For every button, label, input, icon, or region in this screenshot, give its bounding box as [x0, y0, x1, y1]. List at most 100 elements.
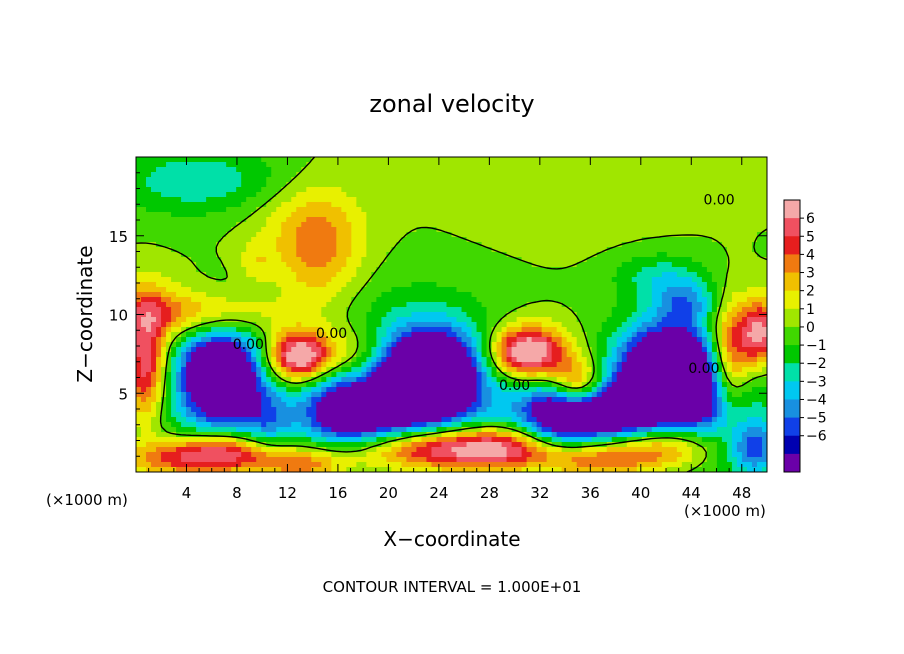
heatmap-cell: [551, 332, 558, 338]
heatmap-cell: [596, 347, 603, 353]
heatmap-cell: [606, 162, 613, 168]
heatmap-cell: [466, 232, 473, 238]
heatmap-cell: [266, 312, 272, 318]
heatmap-cell: [431, 187, 438, 193]
heatmap-cell: [486, 277, 493, 283]
heatmap-cell: [731, 197, 738, 203]
heatmap-cell: [761, 282, 767, 288]
heatmap-cell: [626, 347, 633, 353]
heatmap-cell: [651, 287, 658, 293]
heatmap-cell: [341, 207, 347, 213]
heatmap-cell: [456, 342, 463, 348]
heatmap-cell: [736, 172, 743, 178]
heatmap-cell: [551, 347, 558, 353]
heatmap-cell: [291, 312, 297, 318]
heatmap-cell: [616, 337, 623, 343]
heatmap-cell: [136, 247, 142, 253]
heatmap-cell: [311, 322, 317, 328]
heatmap-cell: [276, 307, 282, 313]
heatmap-cell: [176, 237, 182, 243]
heatmap-cell: [456, 352, 463, 358]
heatmap-cell: [621, 272, 628, 278]
heatmap-cell: [226, 322, 232, 328]
heatmap-cell: [656, 257, 663, 263]
heatmap-cell: [501, 217, 508, 223]
heatmap-cell: [381, 222, 387, 228]
heatmap-cell: [491, 197, 498, 203]
heatmap-cell: [336, 317, 342, 323]
heatmap-cell: [176, 352, 182, 358]
heatmap-cell: [761, 297, 767, 303]
heatmap-cell: [701, 172, 708, 178]
heatmap-cell: [436, 242, 443, 248]
heatmap-cell: [576, 347, 583, 353]
heatmap-cell: [441, 317, 448, 323]
heatmap-cell: [611, 312, 618, 318]
heatmap-cell: [706, 287, 713, 293]
heatmap-cell: [696, 277, 703, 283]
heatmap-cell: [361, 317, 367, 323]
heatmap-cell: [566, 177, 573, 183]
heatmap-cell: [581, 172, 588, 178]
heatmap-cell: [211, 212, 217, 218]
heatmap-cell: [756, 287, 763, 293]
heatmap-cell: [486, 352, 493, 358]
heatmap-cell: [676, 197, 683, 203]
heatmap-cell: [701, 262, 708, 268]
heatmap-cell: [611, 212, 618, 218]
heatmap-cell: [741, 297, 748, 303]
heatmap-cell: [601, 177, 608, 183]
heatmap-cell: [706, 317, 713, 323]
heatmap-cell: [501, 247, 508, 253]
heatmap-cell: [521, 292, 528, 298]
heatmap-cell: [441, 252, 448, 258]
heatmap-cell: [176, 257, 182, 263]
heatmap-cell: [186, 317, 192, 323]
heatmap-cell: [311, 182, 317, 188]
heatmap-cell: [566, 237, 573, 243]
heatmap-cell: [376, 302, 382, 308]
heatmap-cell: [731, 267, 738, 273]
heatmap-cell: [546, 207, 553, 213]
heatmap-cell: [731, 187, 738, 193]
heatmap-cell: [671, 202, 678, 208]
heatmap-cell: [631, 182, 638, 188]
heatmap-cell: [221, 187, 227, 193]
heatmap-cell: [676, 162, 683, 168]
heatmap-cell: [436, 272, 443, 278]
heatmap-cell: [456, 237, 463, 243]
heatmap-cell: [451, 312, 458, 318]
heatmap-cell: [546, 222, 553, 228]
heatmap-cell: [331, 232, 337, 238]
heatmap-cell: [541, 337, 548, 343]
heatmap-cell: [391, 252, 398, 258]
heatmap-cell: [376, 277, 382, 283]
heatmap-cell: [681, 172, 688, 178]
heatmap-cell: [441, 167, 448, 173]
heatmap-cell: [611, 182, 618, 188]
heatmap-cell: [761, 162, 767, 168]
heatmap-cell: [156, 237, 162, 243]
heatmap-cell: [371, 267, 377, 273]
heatmap-cell: [616, 317, 623, 323]
heatmap-cell: [196, 272, 202, 278]
heatmap-cell: [526, 322, 533, 328]
heatmap-cell: [501, 202, 508, 208]
heatmap-cell: [686, 207, 693, 213]
heatmap-cell: [526, 297, 533, 303]
heatmap-cell: [651, 342, 658, 348]
heatmap-cell: [696, 282, 703, 288]
heatmap-cell: [431, 342, 438, 348]
heatmap-cell: [391, 262, 398, 268]
heatmap-cell: [266, 187, 272, 193]
heatmap-cell: [656, 342, 663, 348]
heatmap-cell: [461, 307, 468, 313]
heatmap-cell: [316, 177, 322, 183]
heatmap-cell: [371, 287, 377, 293]
heatmap-cell: [416, 317, 423, 323]
heatmap-cell: [596, 177, 603, 183]
heatmap-cell: [141, 247, 147, 253]
heatmap-cell: [531, 182, 538, 188]
heatmap-cell: [636, 282, 643, 288]
heatmap-cell: [706, 212, 713, 218]
